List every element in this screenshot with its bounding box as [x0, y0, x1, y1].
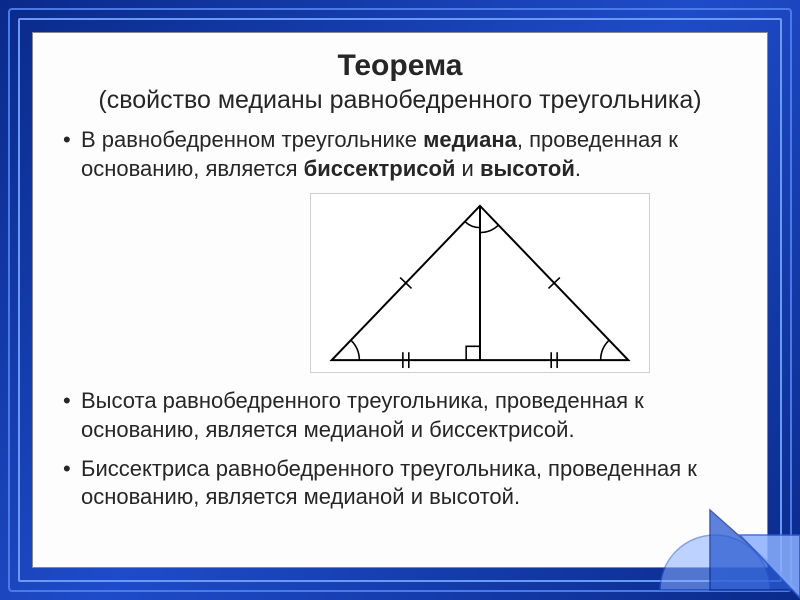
bullet-list: Высота равнобедренного треугольника, про… — [61, 387, 739, 511]
text: Биссектриса равнобедренного треугольника… — [81, 456, 697, 510]
bullet-list: В равнобедренном треугольнике медиана, п… — [61, 126, 739, 183]
bullet-item: Биссектриса равнобедренного треугольника… — [61, 455, 739, 512]
text: Высота равнобедренного треугольника, про… — [81, 388, 644, 442]
bold-text: биссектрисой — [304, 156, 456, 181]
text: . — [575, 156, 581, 181]
text: и — [455, 156, 480, 181]
triangle-diagram — [310, 193, 650, 373]
slide-panel: Теорема (свойство медианы равнобедренног… — [32, 32, 768, 568]
bullet-item: В равнобедренном треугольнике медиана, п… — [61, 126, 739, 183]
bold-text: медиана — [423, 127, 517, 152]
bullet-item: Высота равнобедренного треугольника, про… — [61, 387, 739, 444]
slide-subtitle: (свойство медианы равнобедренного треуго… — [61, 85, 739, 116]
text: В равнобедренном треугольнике — [81, 127, 423, 152]
bold-text: высотой — [480, 156, 575, 181]
slide-title: Теорема — [61, 49, 739, 83]
diagram-wrap — [221, 193, 739, 373]
